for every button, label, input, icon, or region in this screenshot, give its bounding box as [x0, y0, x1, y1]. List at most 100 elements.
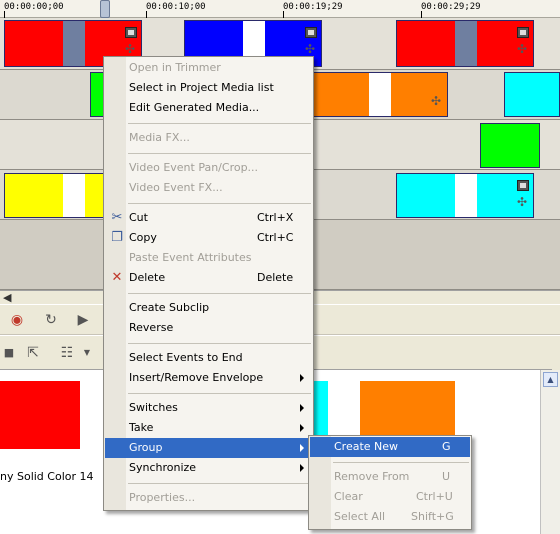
- media-thumbnail-red[interactable]: [0, 381, 80, 449]
- menu-separator: [128, 293, 311, 294]
- views-icon[interactable]: ☷: [60, 345, 74, 361]
- submenu-arrow-icon: [300, 464, 304, 472]
- menu-item-label: Cut: [129, 211, 148, 224]
- event-red-2[interactable]: ✣: [396, 20, 534, 67]
- event-cyan-1[interactable]: [504, 72, 560, 117]
- event-fx-icon[interactable]: [305, 27, 317, 38]
- event-green-2[interactable]: [480, 123, 540, 168]
- menu-item-video-event-pan-crop[interactable]: Video Event Pan/Crop...: [105, 158, 312, 178]
- cursor-icon[interactable]: ⇱: [27, 345, 39, 361]
- video-track-1[interactable]: ✣ ✣ ✣: [0, 18, 560, 70]
- menu-item-shortcut: Ctrl+U: [416, 490, 453, 503]
- submenu-item-create-new[interactable]: Create New G: [310, 437, 470, 457]
- menu-item-shortcut: Shift+G: [411, 510, 454, 523]
- menu-item-label: Switches: [129, 401, 178, 414]
- menu-separator: [128, 153, 311, 154]
- event-red-1[interactable]: ✣: [4, 20, 142, 67]
- ruler-tick: [4, 11, 5, 18]
- submenu-arrow-icon: [300, 444, 304, 452]
- ruler-tick: [146, 11, 147, 18]
- menu-item-label: Insert/Remove Envelope: [129, 371, 264, 384]
- menu-item-label: Take: [129, 421, 154, 434]
- menu-item-shortcut: U: [442, 470, 451, 483]
- pan-crop-icon[interactable]: ✣: [517, 195, 528, 209]
- scroll-left-icon[interactable]: ◀: [3, 291, 12, 304]
- play-from-start-icon[interactable]: ▶: [77, 312, 89, 328]
- ruler-tick-label: 00:00:29;29: [421, 2, 481, 12]
- ruler-tick-label: 00:00:10;00: [146, 2, 206, 12]
- menu-item-switches[interactable]: Switches: [105, 398, 312, 418]
- submenu-arrow-icon: [300, 404, 304, 412]
- event-cyan-2[interactable]: ✣: [396, 173, 534, 218]
- pan-crop-icon[interactable]: ✣: [125, 42, 136, 56]
- menu-item-copy[interactable]: ❐ Copy Ctrl+C: [105, 228, 312, 248]
- menu-item-edit-generated-media[interactable]: Edit Generated Media...: [105, 98, 312, 118]
- event-fx-icon[interactable]: [125, 27, 137, 38]
- menu-item-shortcut: Ctrl+C: [257, 231, 294, 244]
- scroll-up-icon[interactable]: ▲: [543, 372, 558, 387]
- ruler-tick: [283, 11, 284, 18]
- record-icon[interactable]: ◉: [10, 312, 24, 328]
- menu-item-label: Create Subclip: [129, 301, 210, 314]
- menu-item-shortcut: Delete: [257, 271, 294, 284]
- menu-item-reverse[interactable]: Reverse: [105, 318, 312, 338]
- copy-icon: ❐: [111, 230, 123, 245]
- event-yellow[interactable]: [4, 173, 104, 218]
- menu-item-shortcut: Ctrl+X: [257, 211, 294, 224]
- menu-separator: [333, 462, 469, 463]
- menu-item-label: Remove From: [334, 470, 410, 483]
- menu-item-delete[interactable]: ✕ Delete Delete: [105, 268, 312, 288]
- menu-item-label: Paste Event Attributes: [129, 251, 252, 264]
- menu-item-paste-event-attributes[interactable]: Paste Event Attributes: [105, 248, 312, 268]
- menu-icon-gutter: [104, 57, 126, 510]
- menu-item-label: Create New: [334, 440, 399, 453]
- pan-crop-icon[interactable]: ✣: [305, 42, 316, 56]
- menu-item-select-in-project-media[interactable]: Select in Project Media list: [105, 78, 312, 98]
- submenu-arrow-icon: [300, 374, 304, 382]
- menu-item-synchronize[interactable]: Synchronize: [105, 458, 312, 478]
- pane-splitter[interactable]: [552, 336, 560, 370]
- menu-item-properties[interactable]: Properties...: [105, 488, 312, 508]
- menu-item-label: Delete: [129, 271, 166, 284]
- menu-item-label: Group: [129, 441, 163, 454]
- submenu-item-select-all[interactable]: Select All Shift+G: [310, 507, 470, 527]
- ruler-tick-label: 00:00:00;00: [4, 2, 64, 12]
- menu-item-cut[interactable]: ✂ Cut Ctrl+X: [105, 208, 312, 228]
- menu-item-video-event-fx[interactable]: Video Event FX...: [105, 178, 312, 198]
- loop-icon[interactable]: ↻: [45, 312, 57, 328]
- pan-crop-icon[interactable]: ✣: [431, 94, 442, 108]
- submenu-item-remove-from[interactable]: Remove From U: [310, 467, 470, 487]
- scissors-icon: ✂: [111, 210, 123, 225]
- menu-item-label: Properties...: [129, 491, 196, 504]
- media-thumbnail-cyan[interactable]: [312, 381, 328, 449]
- menu-item-create-subclip[interactable]: Create Subclip: [105, 298, 312, 318]
- menu-item-label: Media FX...: [129, 131, 190, 144]
- menu-item-label: Edit Generated Media...: [129, 101, 260, 114]
- menu-item-group[interactable]: Group: [105, 438, 312, 458]
- delete-x-icon: ✕: [111, 270, 123, 285]
- menu-item-label: Select Events to End: [129, 351, 243, 364]
- menu-item-insert-remove-envelope[interactable]: Insert/Remove Envelope: [105, 368, 312, 388]
- menu-item-open-in-trimmer[interactable]: Open in Trimmer: [105, 58, 312, 78]
- submenu-arrow-icon: [300, 424, 304, 432]
- submenu-item-clear[interactable]: Clear Ctrl+U: [310, 487, 470, 507]
- timeline-ruler[interactable]: 00:00:00;00 00:00:10;00 00:00:19;29 00:0…: [0, 0, 560, 18]
- event-fx-icon[interactable]: [517, 180, 529, 191]
- menu-item-media-fx[interactable]: Media FX...: [105, 128, 312, 148]
- menu-item-label: Reverse: [129, 321, 174, 334]
- stop-icon[interactable]: ■: [3, 346, 15, 359]
- menu-separator: [128, 343, 311, 344]
- chevron-down-icon[interactable]: ▼: [83, 348, 91, 357]
- menu-item-label: Select in Project Media list: [129, 81, 274, 94]
- menu-item-take[interactable]: Take: [105, 418, 312, 438]
- pan-crop-icon[interactable]: ✣: [517, 42, 528, 56]
- menu-separator: [128, 483, 311, 484]
- event-context-menu: Open in Trimmer Select in Project Media …: [103, 56, 314, 511]
- menu-item-select-events-to-end[interactable]: Select Events to End: [105, 348, 312, 368]
- playhead-handle[interactable]: [100, 0, 110, 18]
- menu-item-label: Clear: [334, 490, 363, 503]
- event-orange[interactable]: ✣: [310, 72, 448, 117]
- event-fx-icon[interactable]: [517, 27, 529, 38]
- group-submenu: Create New G Remove From U Clear Ctrl+U …: [308, 435, 472, 530]
- media-vertical-scrollbar[interactable]: ▲: [540, 370, 560, 534]
